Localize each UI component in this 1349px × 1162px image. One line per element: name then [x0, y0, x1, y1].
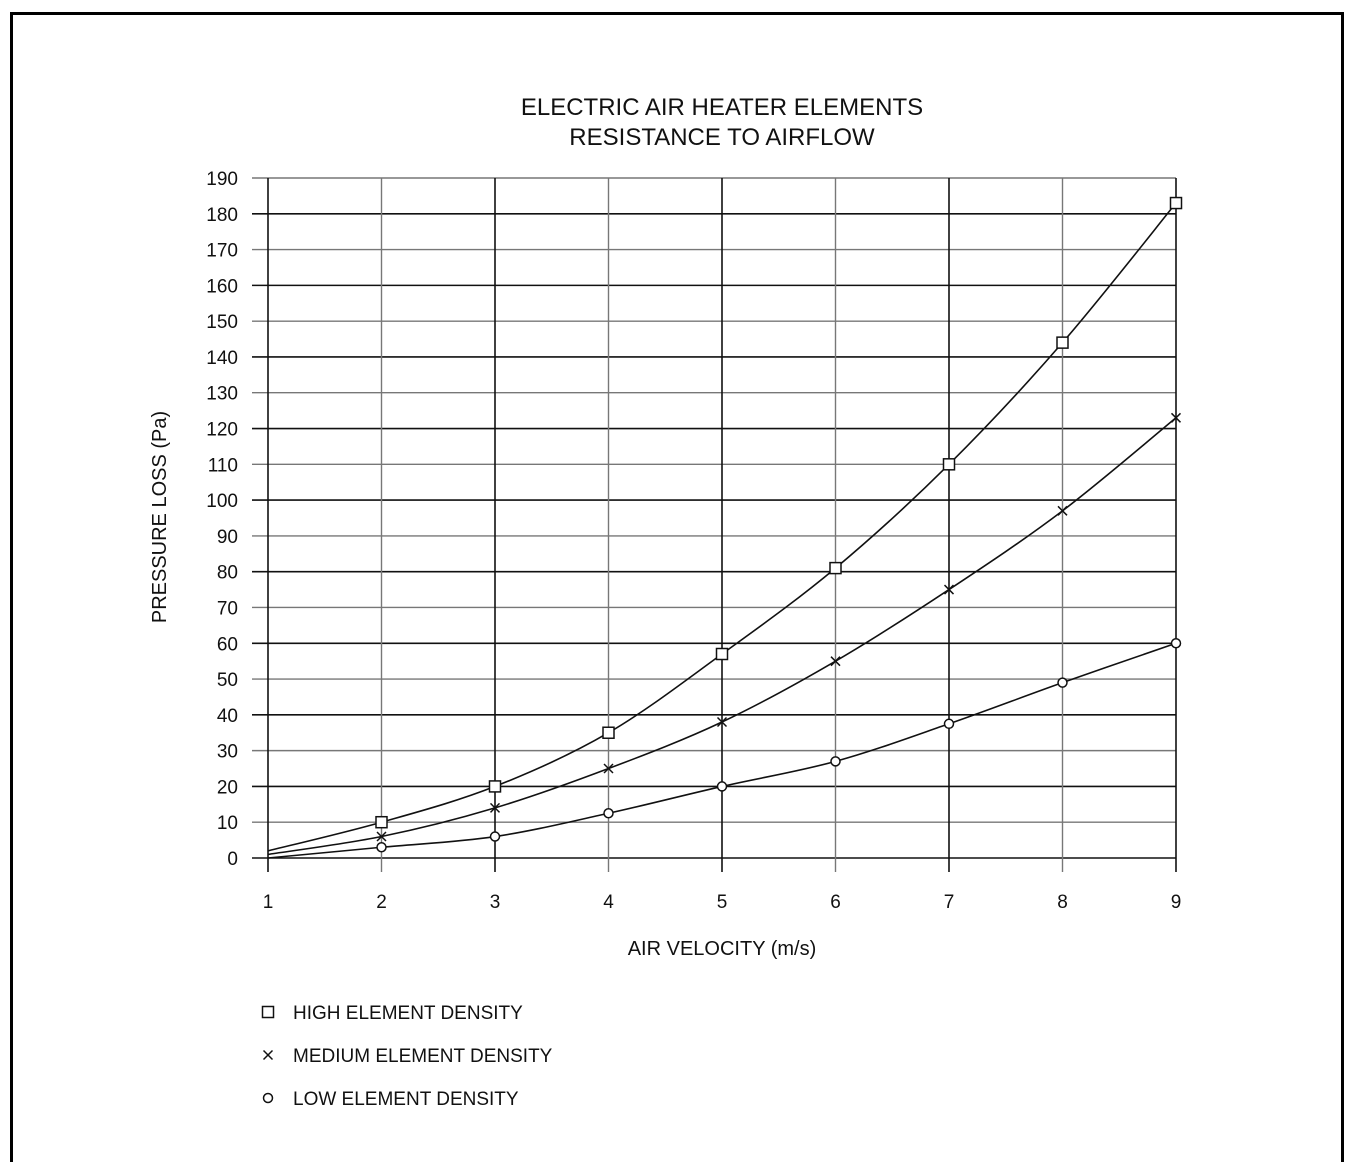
data-point-square: [829, 561, 842, 575]
data-point-square: [602, 726, 615, 739]
y-tick-label: 60: [217, 634, 238, 655]
legend-label: LOW ELEMENT DENSITY: [293, 1089, 519, 1110]
y-tick-label: 50: [217, 670, 238, 691]
data-point-cross: [1057, 505, 1068, 516]
legend: HIGH ELEMENT DENSITY MEDIUM ELEMENT DENSI…: [261, 1003, 553, 1110]
y-tick-label: 130: [206, 384, 238, 405]
page-frame: [10, 12, 1344, 1162]
data-point-cross: [716, 716, 728, 728]
legend-marker-circle: [262, 1092, 274, 1104]
y-tick-label: 40: [217, 706, 238, 727]
legend-label: MEDIUM ELEMENT DENSITY: [293, 1046, 553, 1067]
data-point-square: [1169, 196, 1183, 210]
y-tick-label: 10: [217, 813, 238, 834]
x-tick-label: 6: [830, 892, 841, 913]
data-point-cross: [943, 584, 955, 595]
y-tick-label: 30: [217, 742, 238, 763]
legend-marker-square: [261, 1005, 275, 1019]
y-tick-label: 90: [217, 527, 238, 548]
chart-title-line-2: RESISTANCE TO AIRFLOW: [569, 124, 875, 151]
data-point-circle: [603, 808, 614, 819]
series-line-cross: [267, 417, 1177, 856]
y-tick-label: 170: [206, 241, 238, 262]
y-tick-label: 190: [206, 169, 238, 190]
legend-marker-cross: [262, 1049, 274, 1061]
data-point-circle: [376, 842, 387, 853]
data-point-circle: [1057, 677, 1068, 688]
legend-label: HIGH ELEMENT DENSITY: [293, 1003, 523, 1024]
y-tick-label: 160: [206, 276, 238, 297]
x-axis-label: AIR VELOCITY (m/s): [628, 938, 817, 960]
data-point-circle: [1170, 638, 1182, 649]
marker-stroke: [262, 1049, 274, 1061]
marker-stroke: [489, 802, 501, 813]
data-point-cross: [376, 831, 387, 842]
y-tick-label: 20: [217, 777, 238, 798]
data-point-circle: [716, 781, 728, 792]
y-tick-label: 0: [227, 849, 238, 870]
y-axis-label: PRESSURE LOSS (Pa): [149, 411, 171, 623]
grid: [252, 177, 1177, 872]
marker-stroke: [603, 763, 614, 774]
y-tick-label: 80: [217, 563, 238, 584]
data-point-square: [488, 780, 502, 793]
data-point-square: [942, 458, 956, 471]
x-tick-label: 2: [376, 892, 387, 913]
data-point-square: [715, 647, 729, 661]
y-tick-label: 70: [217, 598, 238, 619]
x-tick-label: 8: [1057, 892, 1068, 913]
data-point-cross: [830, 656, 841, 667]
x-tick-label: 9: [1171, 892, 1182, 913]
x-tick-label: 3: [490, 892, 501, 913]
y-tick-label: 150: [206, 312, 238, 333]
x-tick-label: 4: [603, 892, 614, 913]
data-point-circle: [943, 718, 955, 730]
chart-title-line-1: ELECTRIC AIR HEATER ELEMENTS: [521, 94, 923, 121]
x-tick-label: 5: [717, 892, 728, 913]
x-tick-label: 1: [263, 892, 274, 913]
y-tick-label: 100: [206, 491, 238, 512]
marker-stroke: [1170, 412, 1182, 423]
series-line-square: [267, 202, 1177, 852]
data-point-circle: [830, 756, 841, 767]
marker-stroke: [716, 716, 728, 728]
tick-labels: 0 10 20 30 40 50 60 70 80 90 100 110 120 130 140 150 160…: [206, 169, 1181, 913]
data-point-cross: [1170, 412, 1182, 423]
y-tick-label: 180: [206, 205, 238, 226]
marker-stroke: [1057, 505, 1068, 516]
series-markers: [375, 196, 1183, 853]
y-tick-label: 140: [206, 348, 238, 369]
data-point-cross: [489, 802, 501, 813]
data-point-square: [1056, 336, 1069, 349]
marker-stroke: [376, 831, 387, 842]
data-point-circle: [489, 831, 501, 842]
marker-stroke: [830, 656, 841, 667]
data-point-cross: [603, 763, 614, 774]
y-tick-label: 120: [206, 420, 238, 441]
data-point-square: [375, 815, 388, 829]
marker-stroke: [943, 584, 955, 595]
y-tick-label: 110: [208, 455, 238, 476]
x-tick-label: 7: [944, 892, 955, 913]
